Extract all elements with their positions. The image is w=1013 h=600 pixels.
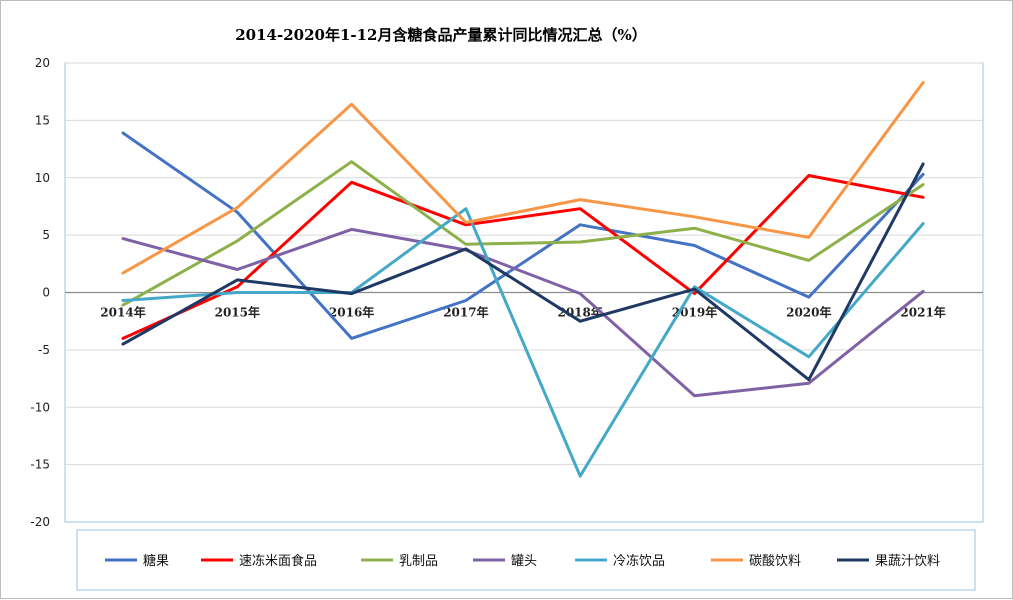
series-lines <box>121 81 925 478</box>
series-line-3 <box>121 160 925 307</box>
x-tick-label: 2015年 <box>215 305 260 320</box>
series-line-6 <box>121 81 925 275</box>
x-tick-label: 2020年 <box>786 305 831 320</box>
x-tick-label: 2016年 <box>329 305 374 320</box>
gridlines <box>65 62 983 466</box>
legend: 糖果 速冻米面食品 乳制品 罐头 冷冻饮品 碳酸饮料 果蔬汁饮料 <box>76 529 976 591</box>
y-tick-label: -15 <box>30 458 50 472</box>
legend-label: 罐头 <box>511 554 537 569</box>
y-tick-label: -10 <box>30 400 50 414</box>
legend-label: 冷冻饮品 <box>613 553 665 569</box>
series-line-7 <box>121 162 925 382</box>
series-line-5 <box>121 207 925 478</box>
y-tick-label: 20 <box>35 56 50 70</box>
y-tick-label: -5 <box>38 343 50 357</box>
legend-label: 乳制品 <box>399 554 438 569</box>
chart-title: 2014-2020年1-12月含糖食品产量累计同比情况汇总（%） <box>235 26 647 44</box>
y-tick-label: -20 <box>30 515 50 529</box>
legend-box <box>76 529 976 591</box>
y-axis: -20 -15 -10 -5 0 5 10 15 20 <box>30 56 50 529</box>
legend-label: 碳酸饮料 <box>749 554 801 569</box>
legend-label: 速冻米面食品 <box>239 553 317 569</box>
y-tick-label: 10 <box>35 171 50 185</box>
legend-label: 糖果 <box>143 553 169 569</box>
y-tick-label: 5 <box>42 228 50 242</box>
series-line-2 <box>121 174 925 340</box>
legend-label: 果蔬汁饮料 <box>875 554 940 569</box>
series-line-4 <box>121 227 925 398</box>
y-tick-label: 0 <box>42 286 50 300</box>
x-tick-label: 2014年 <box>100 305 145 320</box>
x-tick-label: 2021年 <box>900 305 945 320</box>
series-line-1 <box>121 131 925 340</box>
x-tick-label: 2017年 <box>443 305 488 320</box>
y-tick-label: 15 <box>35 113 50 127</box>
